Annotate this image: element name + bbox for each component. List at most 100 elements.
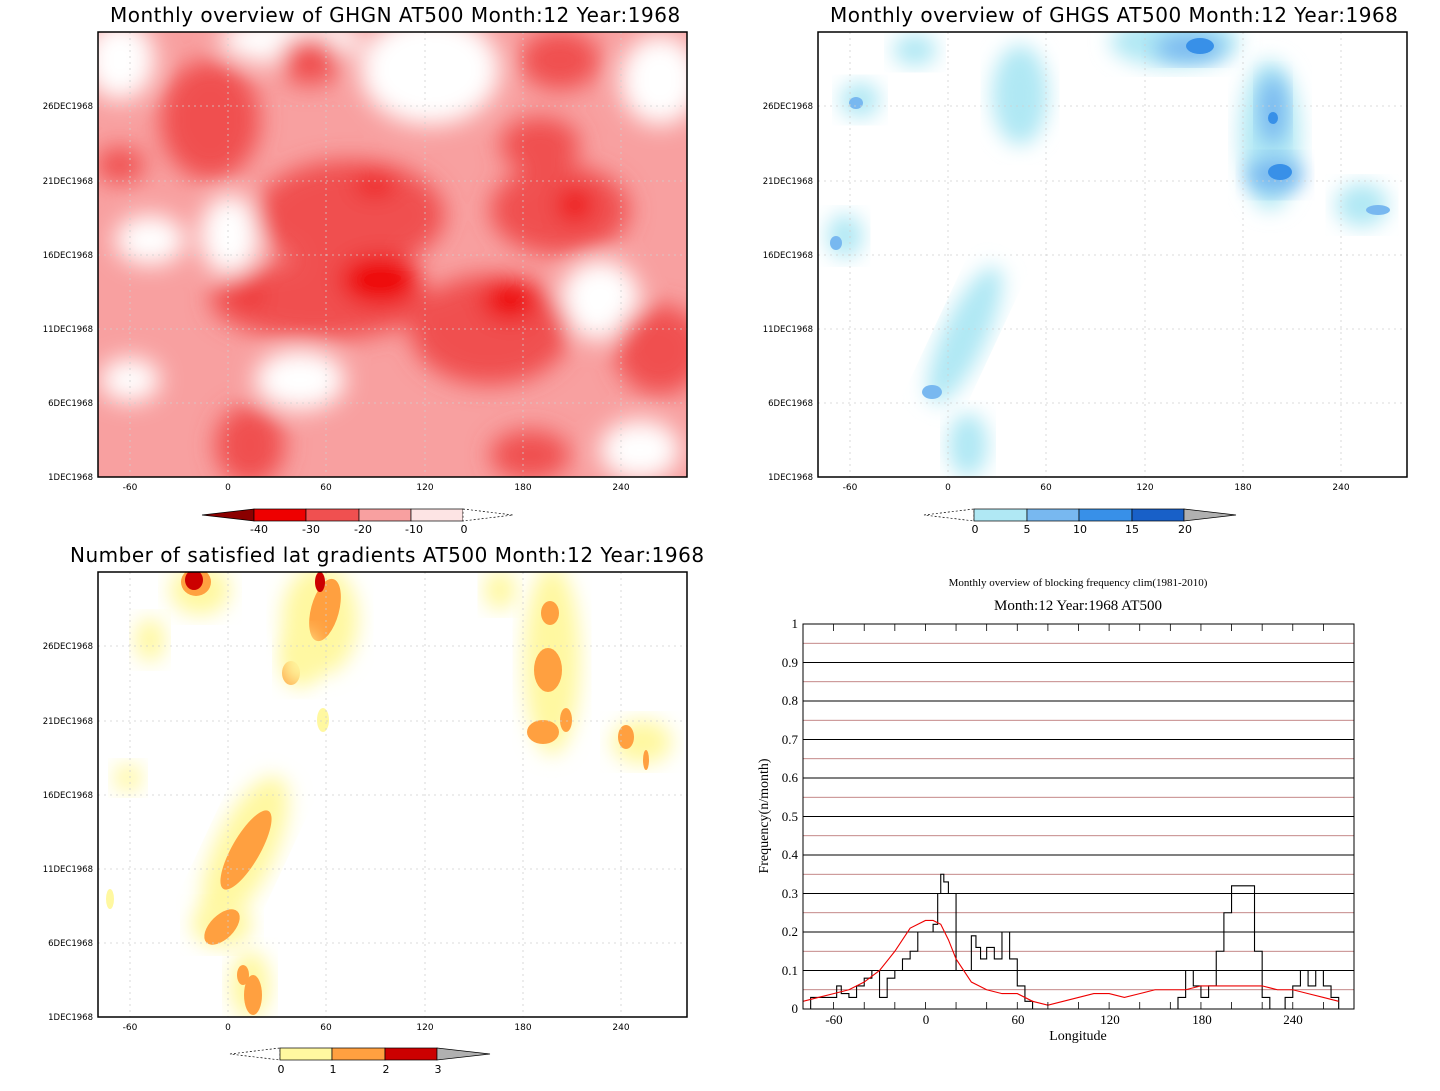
ghgn-ytick: 21DEC1968 — [43, 177, 93, 187]
lat-colorbar-bin — [279, 1047, 333, 1061]
ghgs-ytick: 26DEC1968 — [763, 102, 813, 112]
freq-ytick: 0.7 — [782, 732, 799, 747]
ghgn-xtick: -60 — [123, 483, 138, 493]
ghgs-ytick: 16DEC1968 — [763, 251, 813, 261]
freq-xtick: -60 — [825, 1012, 842, 1027]
lat-frame — [97, 571, 688, 1018]
ghgs-ytick: 11DEC1968 — [763, 325, 813, 335]
freq-y-axis: 0 0.1 0.2 0.3 0.4 0.5 0.6 0.7 0.8 0.9 1 — [782, 616, 799, 1016]
ghgs-xtick: 120 — [1136, 483, 1153, 493]
lat-ytick: 16DEC1968 — [43, 791, 93, 801]
ghgs-colorbar-label: 15 — [1125, 523, 1139, 536]
ghgn-ytick: 6DEC1968 — [48, 399, 93, 409]
freq-ytick: 0.5 — [782, 809, 798, 824]
ghgn-xtick: 0 — [225, 483, 231, 493]
lat-x-axis: -60 0 60 120 180 240 — [123, 1023, 630, 1033]
lat-colorbar: 0 1 2 3 — [229, 1047, 491, 1076]
ghgn-colorbar-bin — [253, 508, 307, 522]
lat-colorbar-bin — [384, 1047, 438, 1061]
freq-series-observed-line — [803, 873, 1340, 1009]
lat-colorbar-label: 3 — [435, 1063, 442, 1076]
lat-ytick: 26DEC1968 — [43, 642, 93, 652]
freq-xtick: 60 — [1012, 1012, 1025, 1027]
ghgn-xtick: 240 — [612, 483, 629, 493]
ghgs-grid — [818, 32, 1407, 477]
freq-ytick: 0.4 — [782, 847, 799, 862]
lat-xtick: 180 — [514, 1023, 531, 1033]
lat-colorbar-label: 1 — [330, 1063, 337, 1076]
ghgs-xtick: 0 — [945, 483, 951, 493]
ghgn-plot-area — [98, 32, 687, 477]
lat-xtick: 60 — [320, 1023, 332, 1033]
ghgn-grid — [98, 32, 687, 477]
ghgn-colorbar-arrow-left — [201, 508, 255, 522]
ghgs-y-axis: 1DEC1968 6DEC1968 11DEC1968 16DEC1968 21… — [763, 102, 813, 483]
ghgs-ytick: 6DEC1968 — [768, 399, 813, 409]
lat-colorbar-arrow-right — [436, 1047, 491, 1061]
freq-ytick: 0.2 — [782, 924, 798, 939]
ghgs-colorbar-label: 0 — [972, 523, 979, 536]
ghgn-xtick: 120 — [416, 483, 433, 493]
ghgn-title: Monthly overview of GHGN AT500 Month:12 … — [110, 3, 681, 27]
freq-grid — [803, 642, 1354, 991]
freq-ytick: 0.9 — [782, 655, 798, 670]
ghgn-xtick: 180 — [514, 483, 531, 493]
freq-plot-area: 0 0.1 0.2 0.3 0.4 0.5 0.6 0.7 0.8 0.9 1 … — [757, 616, 1355, 1044]
ghgs-colorbar-arrow-left — [923, 508, 975, 522]
freq-ylabel: Frequency(n/month) — [757, 758, 772, 873]
lat-colorbar-label: 0 — [278, 1063, 285, 1076]
ghgn-colorbar-bin — [410, 508, 464, 522]
ghgs-xtick: 180 — [1234, 483, 1251, 493]
ghgn-ytick: 11DEC1968 — [43, 325, 93, 335]
ghgs-colorbar-label: 20 — [1178, 523, 1192, 536]
lat-colorbar-label: 2 — [383, 1063, 390, 1076]
lat-grid — [98, 572, 687, 1017]
lat-ytick: 21DEC1968 — [43, 717, 93, 727]
lat-colorbar-arrow-left — [229, 1047, 281, 1061]
ghgs-colorbar-bin — [973, 508, 1028, 522]
freq-xtick: 120 — [1100, 1012, 1120, 1027]
ghgn-xtick: 60 — [320, 483, 332, 493]
ghgn-frame — [97, 31, 688, 478]
lat-ytick: 6DEC1968 — [48, 939, 93, 949]
freq-xlabel: Longitude — [1049, 1029, 1107, 1044]
ghgn-ytick: 16DEC1968 — [43, 251, 93, 261]
lat-ytick: 1DEC1968 — [48, 1013, 93, 1023]
ghgn-x-axis: -60 0 60 120 180 240 — [123, 483, 630, 493]
ghgs-title: Monthly overview of GHGS AT500 Month:12 … — [830, 3, 1399, 27]
lat-xtick: 240 — [612, 1023, 629, 1033]
lat-colorbar-bin — [331, 1047, 386, 1061]
lat-ytick: 11DEC1968 — [43, 865, 93, 875]
lat-y-axis: 1DEC1968 6DEC1968 11DEC1968 16DEC1968 21… — [43, 642, 93, 1023]
ghgs-colorbar-bin — [1131, 508, 1185, 522]
ghgn-colorbar-label: -30 — [302, 523, 320, 536]
ghgn-y-axis: 1DEC1968 6DEC1968 11DEC1968 16DEC1968 21… — [43, 102, 93, 483]
lat-xtick: -60 — [123, 1023, 138, 1033]
ghgn-colorbar-label: 0 — [461, 523, 468, 536]
freq-ytick: 0.3 — [782, 886, 798, 901]
ghgn-ytick: 26DEC1968 — [43, 102, 93, 112]
freq-ytick: 0.1 — [782, 963, 798, 978]
ghgs-plot-area — [818, 32, 1407, 477]
ghgn-colorbar-bin — [358, 508, 412, 522]
ghgs-xtick: 60 — [1040, 483, 1052, 493]
freq-x-axis: -60 0 60 120 180 240 — [825, 1012, 1302, 1027]
ghgn-ytick: 1DEC1968 — [48, 473, 93, 483]
freq-subtitle: Month:12 Year:1968 AT500 — [994, 598, 1162, 614]
ghgn-colorbar: -40 -30 -20 -10 0 — [201, 508, 514, 536]
freq-series-group — [803, 873, 1340, 1009]
freq-ticks — [833, 624, 1324, 1009]
ghgs-x-axis: -60 0 60 120 180 240 — [843, 483, 1350, 493]
freq-xtick: 0 — [923, 1012, 930, 1027]
freq-ytick: 0.8 — [782, 693, 798, 708]
ghgn-colorbar-bin — [305, 508, 360, 522]
ghgn-colorbar-label: -20 — [354, 523, 372, 536]
ghgs-ytick: 21DEC1968 — [763, 177, 813, 187]
lat-xtick: 120 — [416, 1023, 433, 1033]
lat-plot-area — [98, 572, 687, 1017]
ghgs-colorbar-arrow-right — [1183, 508, 1237, 522]
freq-ytick: 0.6 — [782, 770, 799, 785]
ghgs-colorbar-bin — [1078, 508, 1133, 522]
lat-xtick: 0 — [225, 1023, 231, 1033]
